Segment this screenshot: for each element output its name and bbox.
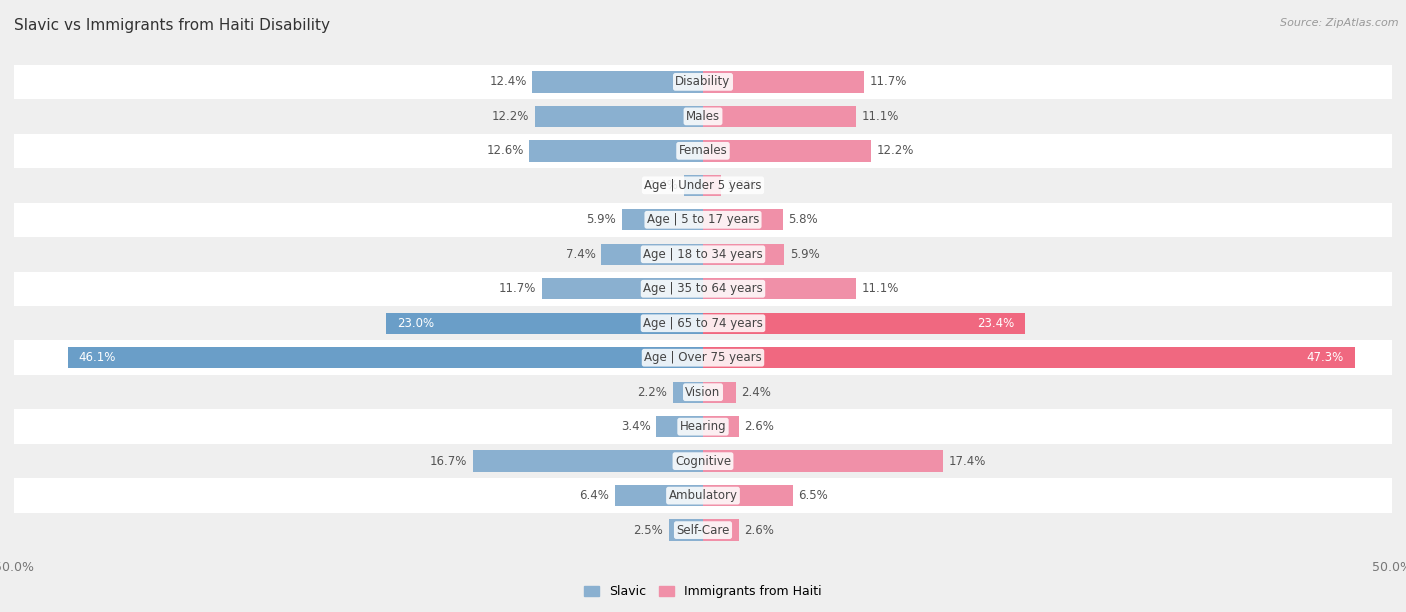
Bar	[703, 140, 872, 162]
Bar	[387, 313, 703, 334]
Text: Self-Care: Self-Care	[676, 524, 730, 537]
Text: 2.6%: 2.6%	[744, 420, 775, 433]
Bar	[530, 140, 703, 162]
Text: Age | 18 to 34 years: Age | 18 to 34 years	[643, 248, 763, 261]
Bar	[14, 99, 1392, 133]
Bar	[703, 416, 738, 438]
Text: 2.6%: 2.6%	[744, 524, 775, 537]
Text: Cognitive: Cognitive	[675, 455, 731, 468]
Bar	[14, 65, 1392, 99]
Text: 2.2%: 2.2%	[637, 386, 668, 398]
Text: 11.7%: 11.7%	[499, 282, 536, 295]
Text: 7.4%: 7.4%	[565, 248, 596, 261]
Bar	[703, 485, 793, 506]
Bar	[703, 71, 865, 92]
Bar	[703, 174, 721, 196]
Text: 23.0%: 23.0%	[396, 317, 434, 330]
Text: Males: Males	[686, 110, 720, 123]
Text: 6.4%: 6.4%	[579, 489, 609, 502]
Text: Females: Females	[679, 144, 727, 157]
Text: Age | Under 5 years: Age | Under 5 years	[644, 179, 762, 192]
Text: 6.5%: 6.5%	[799, 489, 828, 502]
Text: Ambulatory: Ambulatory	[668, 489, 738, 502]
Bar	[14, 375, 1392, 409]
Bar	[703, 381, 737, 403]
Text: 16.7%: 16.7%	[430, 455, 467, 468]
Text: 12.2%: 12.2%	[876, 144, 914, 157]
Text: Source: ZipAtlas.com: Source: ZipAtlas.com	[1281, 18, 1399, 28]
Bar	[683, 174, 703, 196]
Bar	[14, 306, 1392, 340]
Bar	[672, 381, 703, 403]
Text: Disability: Disability	[675, 75, 731, 88]
Bar	[703, 520, 738, 541]
Text: 3.4%: 3.4%	[621, 420, 651, 433]
Text: 12.6%: 12.6%	[486, 144, 524, 157]
Bar	[703, 347, 1355, 368]
Text: 1.4%: 1.4%	[648, 179, 678, 192]
Bar	[534, 106, 703, 127]
Text: 11.1%: 11.1%	[862, 110, 898, 123]
Text: 47.3%: 47.3%	[1306, 351, 1344, 364]
Bar	[703, 106, 856, 127]
Text: Age | 5 to 17 years: Age | 5 to 17 years	[647, 214, 759, 226]
Text: 12.2%: 12.2%	[492, 110, 530, 123]
Text: 23.4%: 23.4%	[977, 317, 1014, 330]
Text: Age | Over 75 years: Age | Over 75 years	[644, 351, 762, 364]
Text: Slavic vs Immigrants from Haiti Disability: Slavic vs Immigrants from Haiti Disabili…	[14, 18, 330, 34]
Bar	[472, 450, 703, 472]
Text: 12.4%: 12.4%	[489, 75, 527, 88]
Bar	[600, 244, 703, 265]
Bar	[703, 278, 856, 299]
Bar	[14, 340, 1392, 375]
Bar	[14, 444, 1392, 479]
Text: 11.7%: 11.7%	[870, 75, 907, 88]
Bar	[14, 203, 1392, 237]
Text: 46.1%: 46.1%	[79, 351, 117, 364]
Bar	[703, 209, 783, 231]
Text: 17.4%: 17.4%	[948, 455, 986, 468]
Bar	[14, 133, 1392, 168]
Bar	[14, 272, 1392, 306]
Bar	[614, 485, 703, 506]
Bar	[621, 209, 703, 231]
Text: 2.5%: 2.5%	[633, 524, 664, 537]
Text: 5.8%: 5.8%	[789, 214, 818, 226]
Text: Vision: Vision	[685, 386, 721, 398]
Bar	[14, 409, 1392, 444]
Bar	[14, 479, 1392, 513]
Bar	[657, 416, 703, 438]
Bar	[669, 520, 703, 541]
Bar	[531, 71, 703, 92]
Text: 1.3%: 1.3%	[727, 179, 756, 192]
Text: 11.1%: 11.1%	[862, 282, 898, 295]
Bar	[14, 237, 1392, 272]
Text: Age | 35 to 64 years: Age | 35 to 64 years	[643, 282, 763, 295]
Bar	[703, 313, 1025, 334]
Bar	[14, 168, 1392, 203]
Text: 5.9%: 5.9%	[790, 248, 820, 261]
Bar	[703, 244, 785, 265]
Bar	[14, 513, 1392, 547]
Legend: Slavic, Immigrants from Haiti: Slavic, Immigrants from Haiti	[579, 580, 827, 603]
Text: Hearing: Hearing	[679, 420, 727, 433]
Bar	[541, 278, 703, 299]
Bar	[703, 450, 943, 472]
Bar	[67, 347, 703, 368]
Text: 5.9%: 5.9%	[586, 214, 616, 226]
Text: Age | 65 to 74 years: Age | 65 to 74 years	[643, 317, 763, 330]
Text: 2.4%: 2.4%	[741, 386, 772, 398]
